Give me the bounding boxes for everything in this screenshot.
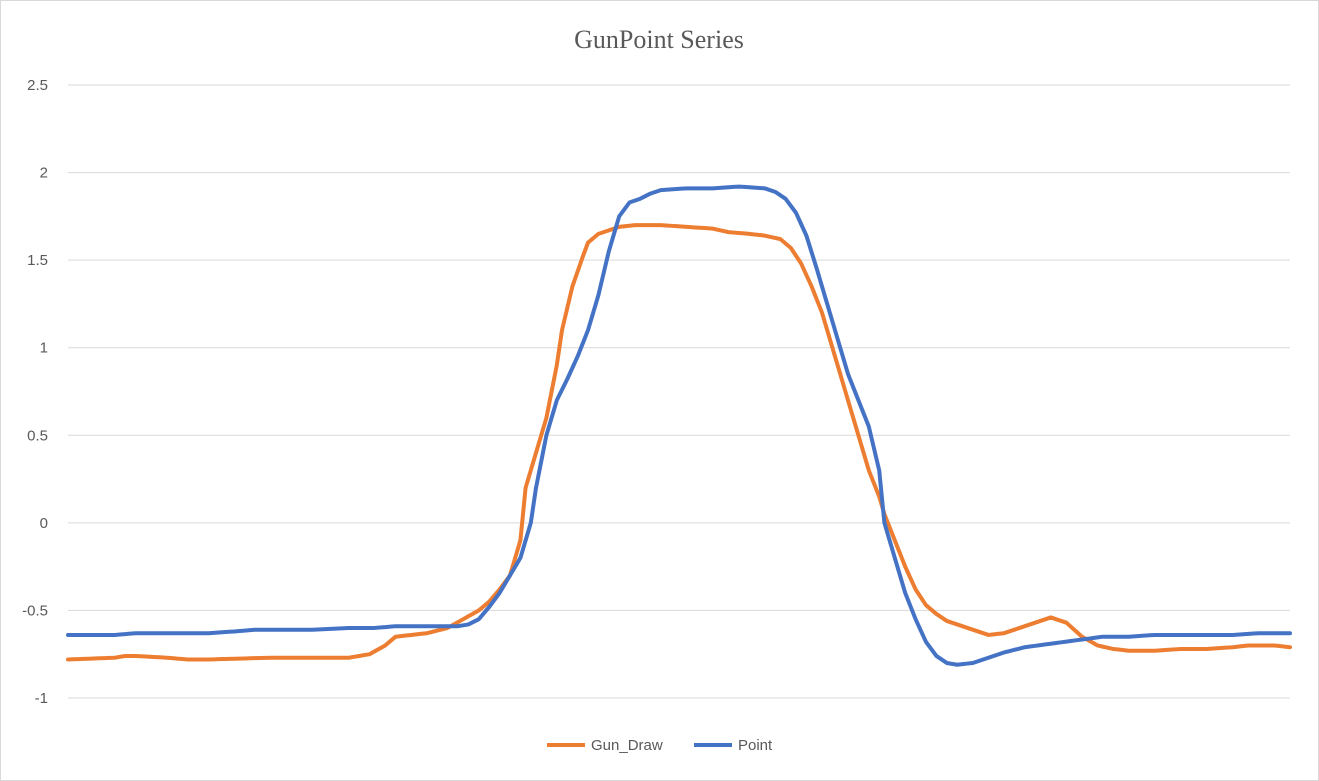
gridlines [68, 84, 1290, 699]
y-axis-ticks: 2.5 2 1.5 1 0.5 0 -0.5 -1 [22, 77, 48, 707]
legend-label: Point [738, 737, 773, 754]
y-tick-label: 0 [40, 515, 48, 532]
y-tick-label: -1 [35, 690, 48, 707]
chart-title: GunPoint Series [574, 25, 744, 54]
series-lines [66, 184, 1292, 667]
y-tick-label: 2 [40, 165, 48, 182]
y-tick-label: 0.5 [27, 427, 48, 444]
y-tick-label: 1 [40, 340, 48, 357]
y-tick-label: -0.5 [22, 602, 48, 619]
series-line-point [66, 184, 1292, 667]
y-tick-label: 1.5 [27, 252, 48, 269]
series-line-gun-draw [66, 223, 1292, 662]
y-tick-label: 2.5 [27, 77, 48, 94]
legend-label: Gun_Draw [591, 737, 663, 754]
legend: Gun_Draw Point [547, 737, 773, 754]
